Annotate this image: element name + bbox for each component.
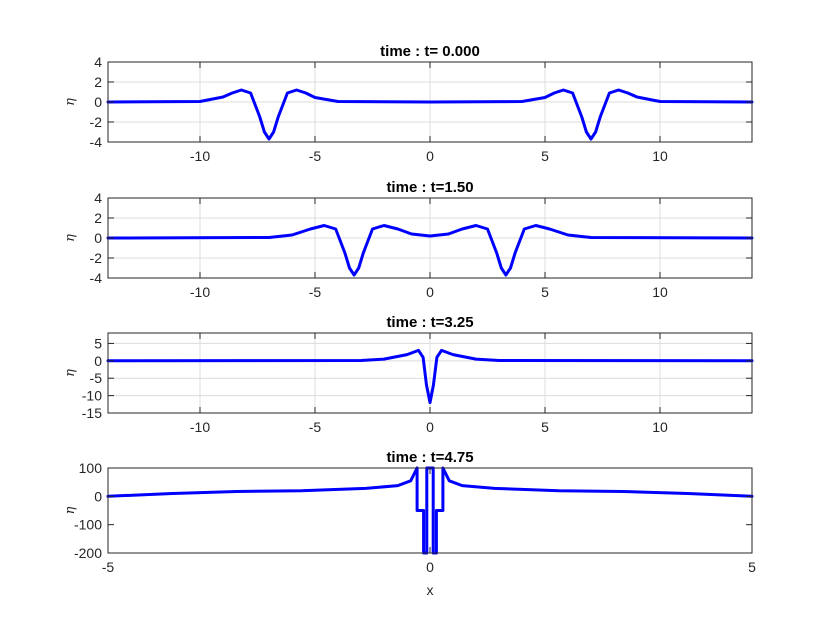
x-tick-label: -10 [190,148,210,164]
y-tick-label: 0 [94,94,102,110]
y-tick-label: 4 [94,190,102,206]
y-tick-label: -4 [90,270,103,286]
subplot-2: -10 -5 0 5 10 -4 -2 0 2 4 time : t=1.50 η [63,179,754,300]
x-tick-label: -5 [309,419,322,435]
eta-curve [106,224,754,277]
subplot-4: -5 0 5 -200 -100 0 100 time : t=4.75 η x [63,449,756,598]
y-tick-label: 2 [94,210,102,226]
subplot-title: time : t=3.25 [386,314,473,331]
y-tick-label: -10 [82,388,102,404]
y-tick-label: 0 [94,230,102,246]
y-tick-label: 100 [79,460,103,476]
y-tick-label: -2 [90,114,103,130]
x-tick-label: -5 [102,559,115,575]
x-tick-label: 10 [652,284,668,300]
subplot-1: -10 -5 0 5 10 -4 -2 0 2 4 time : t= 0.000 η [63,43,754,164]
x-tick-label: 5 [541,284,549,300]
eta-curve [106,348,754,405]
x-tick-label: -10 [190,284,210,300]
x-tick-label: 0 [426,559,434,575]
eta-curve [106,466,754,555]
y-tick-label: -100 [74,517,102,533]
y-tick-label: 0 [94,353,102,369]
x-tick-label: 0 [426,148,434,164]
y-tick-label: -15 [82,405,102,421]
x-tick-label: 5 [748,559,756,575]
y-tick-label: 2 [94,74,102,90]
y-axis-label: η [63,98,78,106]
x-tick-label: -5 [309,148,322,164]
y-tick-label: 5 [94,335,102,351]
y-axis-label: η [63,506,78,514]
x-tick-label: 5 [541,419,549,435]
y-axis-label: η [63,234,78,242]
x-tick-label: 5 [541,148,549,164]
y-tick-label: -5 [90,370,103,386]
axes-box [107,467,753,554]
x-axis-label: x [427,582,434,598]
subplot-title: time : t=4.75 [386,449,473,466]
x-tick-label: 0 [426,419,434,435]
x-tick-label: 0 [426,284,434,300]
y-tick-label: -2 [90,250,103,266]
subplot-title: time : t= 0.000 [380,43,480,60]
eta-curve [106,88,754,141]
x-tick-label: -5 [309,284,322,300]
subplot-title: time : t=1.50 [386,179,473,196]
y-tick-label: -4 [90,134,103,150]
y-tick-label: 0 [94,488,102,504]
x-tick-label: 10 [652,419,668,435]
y-axis-label: η [63,369,78,377]
y-tick-label: -200 [74,545,102,561]
y-tick-label: 4 [94,54,102,70]
x-tick-label: 10 [652,148,668,164]
x-tick-label: -10 [190,419,210,435]
